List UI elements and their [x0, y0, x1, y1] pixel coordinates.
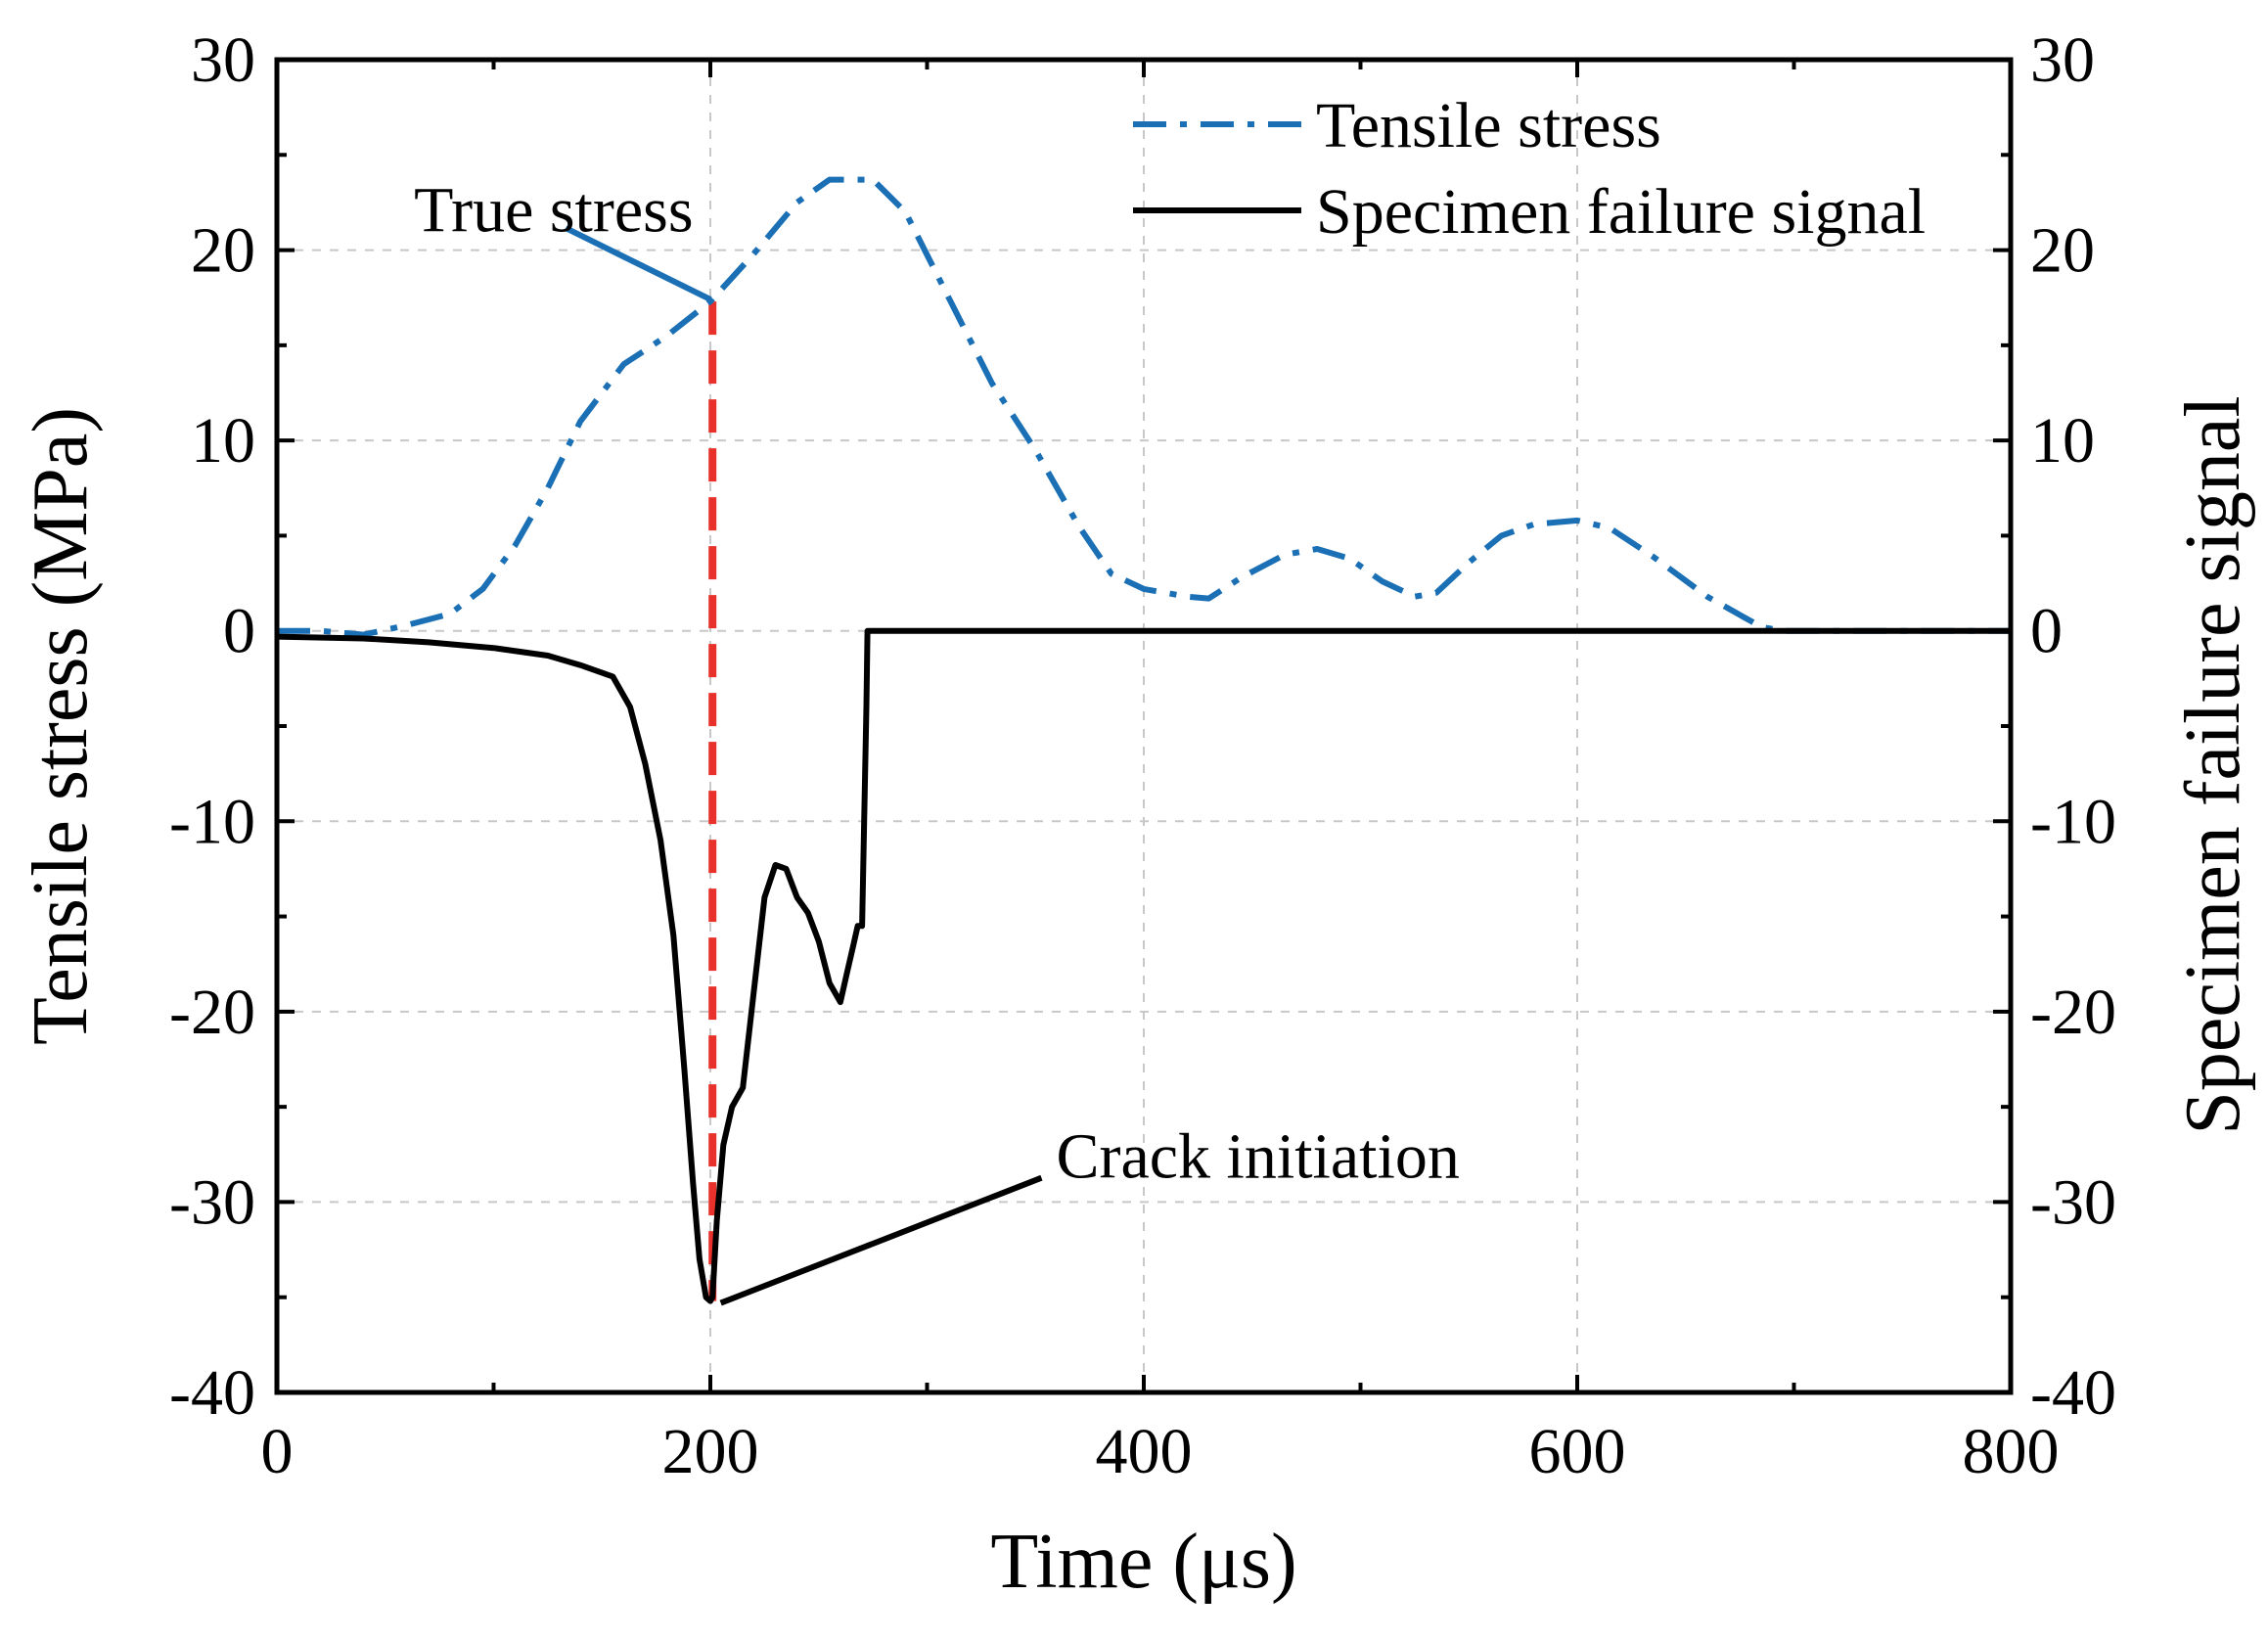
plot-frame	[274, 57, 2014, 1395]
y-tick-label: 30	[191, 24, 255, 96]
y2-tick-label: 10	[2030, 405, 2095, 477]
x-axis-title: Time (μs)	[990, 1519, 1296, 1605]
y-tick-label: -30	[169, 1166, 255, 1238]
grid-layer	[277, 60, 2011, 1392]
series-line-tensile-stress	[277, 176, 2011, 638]
x-tick-label: 800	[1963, 1416, 2060, 1487]
legend: Tensile stress Specimen failure signal	[1133, 90, 1926, 248]
y2-tick-label: -10	[2030, 786, 2116, 857]
x-tick-label: 600	[1529, 1416, 1626, 1487]
crack-initiation-leader-line	[719, 1174, 1043, 1306]
y-tick-label: -40	[169, 1357, 255, 1429]
tick-labels-layer: 0 200 400 600 800 30 30 20 20 10 10 0 0 -10 -10 -20 -20 -…	[169, 24, 2116, 1487]
x-tick-label: 400	[1096, 1416, 1193, 1487]
series-line-specimen-failure-signal	[276, 627, 2011, 1304]
y2-tick-label: 0	[2030, 596, 2063, 667]
y2-tick-label: 30	[2030, 24, 2095, 96]
legend-label-tensile-stress: Tensile stress	[1316, 90, 1661, 161]
annotation-true-stress: True stress	[414, 175, 693, 247]
annotation-layer	[564, 225, 1043, 1306]
y2-tick-label: -30	[2030, 1166, 2116, 1238]
x-tick-label: 200	[662, 1416, 759, 1487]
annotation-crack-initiation: Crack initiation	[1056, 1121, 1459, 1193]
y-tick-label: 10	[191, 405, 255, 477]
y-axis-title: Tensile stress (MPa)	[18, 407, 104, 1045]
y2-tick-label: -40	[2030, 1357, 2116, 1429]
y-tick-label: 20	[191, 215, 255, 287]
y2-axis-title: Specimen failure signal	[2170, 395, 2256, 1134]
y2-tick-label: 20	[2030, 215, 2095, 287]
ticks-layer	[275, 58, 2013, 1394]
series-layer	[276, 176, 2011, 1304]
legend-label-specimen-failure-signal: Specimen failure signal	[1316, 176, 1926, 248]
true-stress-leader-line	[564, 225, 712, 302]
x-tick-label: 0	[261, 1416, 294, 1487]
y-tick-label: -20	[169, 977, 255, 1048]
y-tick-label: 0	[223, 596, 255, 667]
y-tick-label: -10	[169, 786, 255, 857]
y2-tick-label: -20	[2030, 977, 2116, 1048]
